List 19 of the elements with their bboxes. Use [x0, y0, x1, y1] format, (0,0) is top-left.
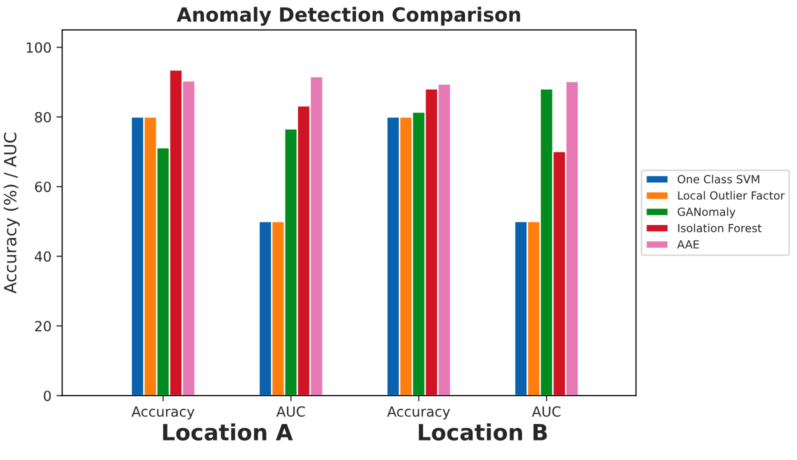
chart-title: Anomaly Detection Comparison: [176, 6, 520, 26]
legend-label: Local Outlier Factor: [678, 191, 785, 200]
x-tick-label: AUC: [276, 406, 305, 417]
y-tick-label: 60: [35, 182, 51, 192]
legend-label: AAE: [677, 240, 699, 248]
legend-label: Isolation Forest: [678, 224, 762, 232]
y-tick-label: 0: [44, 390, 51, 402]
y-axis-title: Accuracy (%) / AUC: [4, 132, 20, 294]
text: Location B: [418, 423, 547, 441]
text: Location A: [163, 423, 293, 441]
legend-label: GANomaly: [678, 207, 736, 218]
y-tick-label: 80: [35, 112, 51, 122]
x-tick-label: Accuracy: [132, 406, 194, 420]
x-tick-label: Accuracy: [387, 406, 450, 420]
y-tick-label: 100: [26, 42, 51, 53]
y-tick-label: 40: [34, 251, 51, 262]
y-tick-label: 20: [35, 320, 51, 332]
legend-label: One Class SVM: [678, 174, 760, 184]
x-tick-label: AUC: [532, 406, 560, 417]
